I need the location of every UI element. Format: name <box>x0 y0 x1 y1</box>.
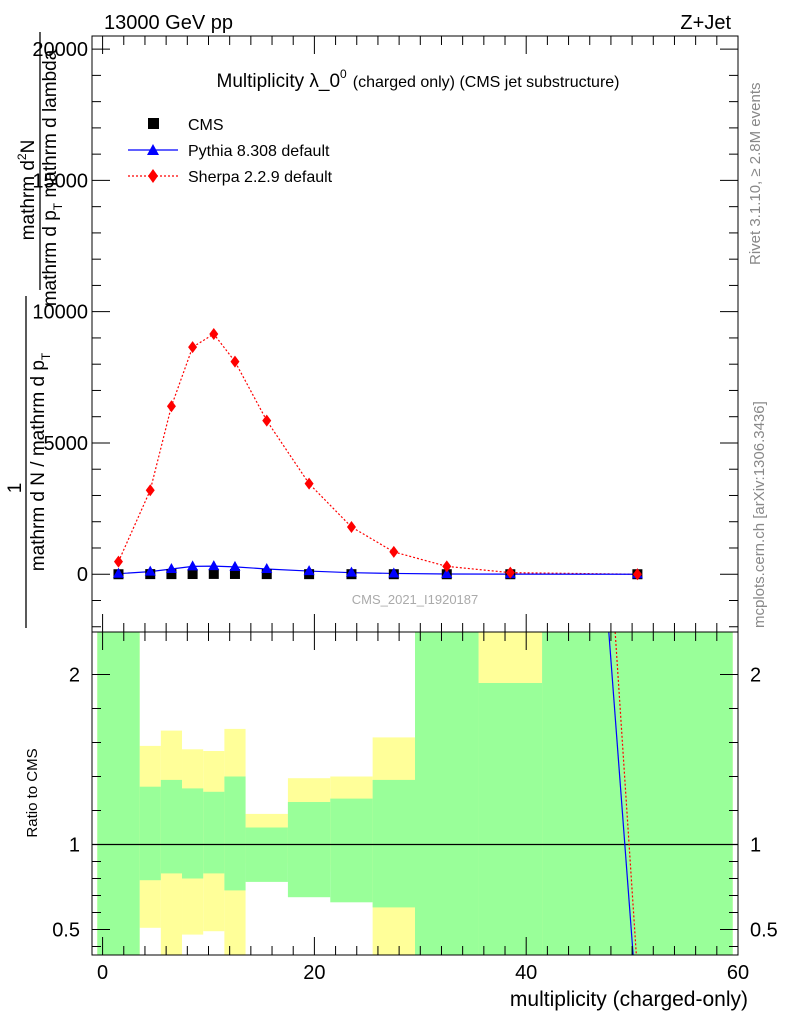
ratio-xtick-label: 20 <box>303 962 325 984</box>
ylabel-pre-den-part1: mathrm d N / mathrm d p <box>28 360 49 571</box>
legend-marker-sherpa <box>148 169 158 183</box>
ylabel-prefactor-den: mathrm d N / mathrm d pT <box>28 352 53 571</box>
ratio-ytick-label: 2 <box>69 665 80 687</box>
pythia-point <box>187 560 199 571</box>
ratio-ytick-label: 1 <box>69 835 80 857</box>
ratio-panel: 0.5 0.51 12 20 20 40 60 Ratio to CMS multiplic… <box>24 631 778 1011</box>
sherpa-point <box>632 568 642 581</box>
main-ytick-label: 5000 <box>44 433 89 455</box>
pythia-point <box>165 562 177 573</box>
ratio-band-green <box>287 802 331 898</box>
ratio-pythia-line <box>608 631 634 956</box>
pythia-point <box>144 565 156 576</box>
ratio-band-green <box>372 779 415 908</box>
main-panel: 0 5000 10000 15000 20000 CMS_2021_I1920187 M… <box>5 32 739 633</box>
main-ytick-label: 15000 <box>32 170 88 192</box>
main-ytick-label: 0 <box>77 564 88 586</box>
sherpa-point <box>262 414 272 427</box>
sherpa-point <box>230 355 240 368</box>
sherpa-point <box>389 545 399 558</box>
legend-marker-cms <box>148 118 159 129</box>
header-energy-label: 13000 GeV pp <box>104 12 233 34</box>
ratio-band-green <box>415 632 479 955</box>
ratio-band-green <box>203 791 225 874</box>
ratio-band-green <box>139 786 161 881</box>
pythia-point <box>388 567 400 578</box>
title-main: Multiplicity λ_0 <box>217 71 341 92</box>
pythia-point <box>229 560 241 571</box>
legend-label-sherpa: Sherpa 2.2.9 default <box>188 169 333 186</box>
sherpa-point <box>209 328 219 340</box>
pythia-point <box>208 560 220 571</box>
ratio-ytick-label: 0.5 <box>52 920 80 942</box>
sherpa-point <box>166 400 176 413</box>
ratio-ytick-label-right: 1 <box>750 835 761 857</box>
ylabel-num-part2: N <box>18 140 39 154</box>
main-ytick-label: 20000 <box>32 39 88 61</box>
cms-point <box>229 568 240 579</box>
ratio-frame <box>91 631 739 956</box>
ylabel-pre-den-sub: T <box>39 352 53 360</box>
chart-title: Multiplicity λ_00 (charged only) (CMS jet… <box>217 67 620 92</box>
cms-point <box>261 569 272 580</box>
watermark: CMS_2021_I1920187 <box>352 592 479 607</box>
cms-point <box>208 568 219 579</box>
pythia-point <box>441 567 453 578</box>
ratio-band-green <box>224 776 246 891</box>
ratio-sherpa-line <box>614 631 637 956</box>
sherpa-point <box>505 566 515 579</box>
main-ylabel: mathrm d2N mathrm d pT mathrm d lambda 1… <box>5 32 65 628</box>
side-mcplots-label: mcplots.cern.ch [arXiv:1306.3436] <box>751 401 768 628</box>
cms-point <box>166 569 177 580</box>
header-process-label: Z+Jet <box>680 12 731 34</box>
ratio-band-green <box>160 779 183 874</box>
ratio-band-green <box>478 683 543 955</box>
ratio-band-green <box>542 632 733 955</box>
ylabel-num-sup: 2 <box>15 153 29 160</box>
ratio-band-green <box>330 798 373 903</box>
ylabel-num-part1: mathrm d <box>18 160 39 240</box>
sherpa-line <box>117 333 638 575</box>
main-ytick-label: 10000 <box>32 302 88 324</box>
pythia-point <box>303 565 315 576</box>
ratio-xtick-label: 40 <box>515 962 537 984</box>
legend: CMS Pythia 8.308 default Sherpa 2.2.9 de… <box>128 117 333 186</box>
ylabel-den-part2: mathrm d lambda <box>40 49 61 203</box>
pythia-point <box>112 567 124 578</box>
ratio-ylabel: Ratio to CMS <box>24 748 41 837</box>
title-suffix: (charged only) (CMS jet substructure) <box>353 74 620 91</box>
ratio-band-green <box>97 632 140 955</box>
legend-label-cms: CMS <box>188 117 224 134</box>
ratio-xtick-label: 0 <box>97 962 108 984</box>
ratio-ytick-label-right: 2 <box>750 665 761 687</box>
ylabel-denominator: mathrm d pT mathrm d lambda <box>40 49 65 306</box>
sherpa-point <box>442 560 452 573</box>
pythia-point <box>345 566 357 577</box>
side-rivet-label: Rivet 3.1.10, ≥ 2.8M events <box>747 83 764 266</box>
legend-marker-pythia <box>147 144 159 155</box>
cms-point <box>187 569 198 580</box>
sherpa-point <box>145 484 155 497</box>
ylabel-den-part1: mathrm d p <box>40 210 61 306</box>
ylabel-prefactor-num: 1 <box>5 483 26 494</box>
sherpa-point <box>188 341 198 354</box>
ratio-xlabel: multiplicity (charged-only) <box>510 988 748 1011</box>
ylabel-den-sub: T <box>51 202 65 210</box>
sherpa-point <box>346 520 356 533</box>
title-sup: 0 <box>340 67 347 81</box>
ylabel-numerator: mathrm d2N <box>15 140 39 241</box>
ratio-band-green <box>182 788 204 879</box>
ratio-band-green <box>245 827 288 882</box>
ratio-ytick-label-right: 0.5 <box>750 920 778 942</box>
pythia-point <box>261 562 273 573</box>
sherpa-point <box>304 477 314 490</box>
sherpa-point <box>113 555 123 568</box>
legend-label-pythia: Pythia 8.308 default <box>188 143 330 160</box>
ratio-xtick-label: 60 <box>727 962 749 984</box>
